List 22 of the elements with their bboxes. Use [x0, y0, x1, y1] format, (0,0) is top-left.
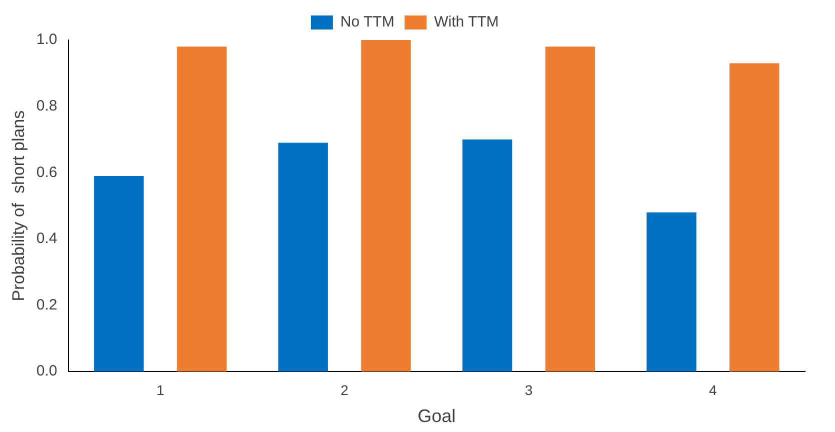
- y-axis-title: Probability of short plans: [8, 110, 28, 302]
- bar: [462, 139, 512, 372]
- bar: [176, 46, 227, 372]
- bar: [545, 46, 596, 372]
- y-tick-label: 0.0: [36, 362, 58, 380]
- x-tick-label: 2: [340, 382, 349, 398]
- y-tick-label: 0.2: [36, 296, 58, 314]
- bar: [729, 63, 780, 372]
- bar: [94, 176, 144, 372]
- y-tick-label: 1.0: [36, 31, 58, 48]
- bar: [361, 40, 411, 372]
- y-tick-label: 0.8: [36, 97, 58, 114]
- x-tick-label: 1: [156, 382, 164, 398]
- legend-label: No TTM: [340, 14, 394, 31]
- y-tick-label: 0.6: [36, 164, 58, 181]
- bar: [646, 212, 696, 372]
- bar: [278, 142, 328, 372]
- x-tick-label: 3: [524, 382, 533, 398]
- y-tick-label: 0.4: [36, 230, 58, 248]
- x-tick-label: 4: [709, 382, 718, 398]
- x-axis-title: Goal: [418, 406, 456, 426]
- legend-label: With TTM: [434, 14, 499, 31]
